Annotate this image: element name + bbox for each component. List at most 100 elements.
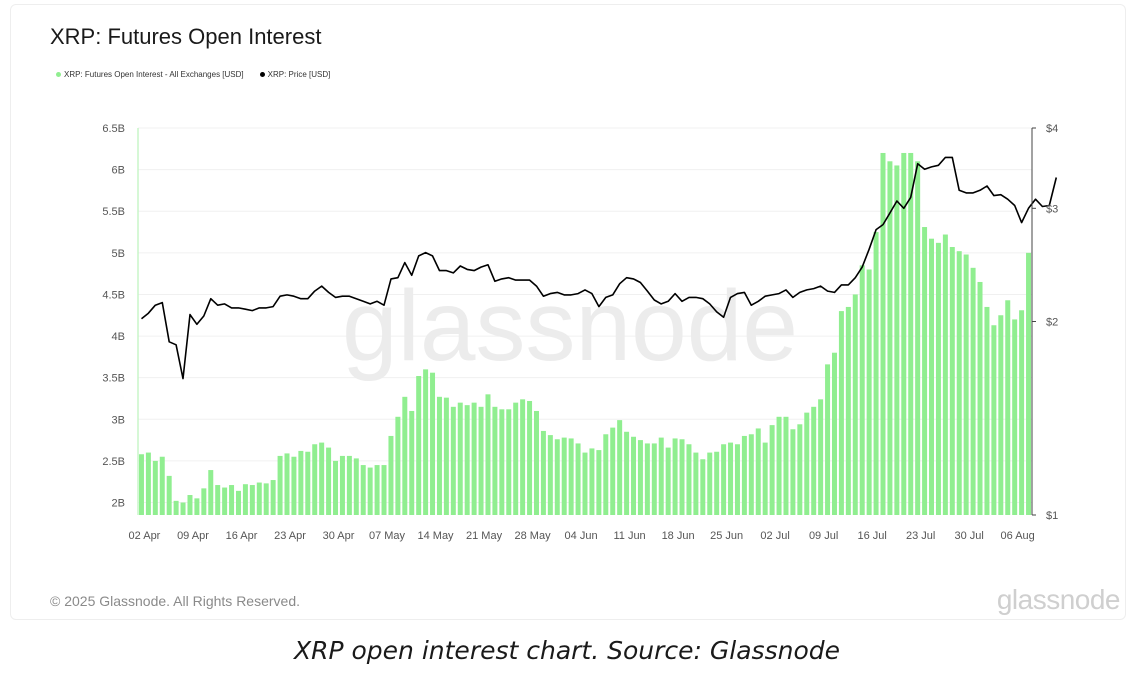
oi-bar bbox=[866, 269, 872, 515]
oi-bar bbox=[568, 438, 574, 515]
x-tick-label: 11 Jun bbox=[613, 530, 645, 542]
oi-bar bbox=[942, 234, 948, 515]
oi-bar bbox=[984, 306, 990, 515]
oi-bar bbox=[229, 485, 235, 515]
oi-bar bbox=[970, 267, 976, 515]
oi-bar bbox=[721, 444, 727, 515]
x-tick-label: 06 Aug bbox=[1001, 530, 1035, 542]
y-tick-label: 6.5B bbox=[102, 123, 125, 135]
oi-bar bbox=[145, 452, 151, 515]
y-tick-label: 2B bbox=[112, 498, 125, 510]
oi-bar bbox=[409, 410, 415, 515]
oi-bar bbox=[235, 490, 241, 515]
oi-bar bbox=[540, 430, 546, 515]
oi-bar bbox=[1019, 310, 1025, 515]
oi-bar bbox=[249, 485, 255, 515]
oi-bar bbox=[887, 161, 893, 515]
oi-bar bbox=[901, 152, 907, 515]
oi-bar bbox=[423, 369, 429, 515]
oi-bar bbox=[665, 447, 671, 515]
oi-bar bbox=[478, 406, 484, 515]
legend-item-price[interactable]: XRP: Price [USD] bbox=[259, 70, 330, 79]
oi-bar bbox=[762, 442, 768, 515]
x-tick-label: 04 Jun bbox=[565, 530, 598, 542]
oi-bar bbox=[312, 444, 318, 515]
oi-bar bbox=[1012, 319, 1018, 515]
oi-bar bbox=[811, 406, 817, 515]
oi-bar bbox=[596, 450, 602, 515]
oi-bar bbox=[873, 232, 879, 515]
oi-bar bbox=[506, 409, 512, 515]
oi-bar bbox=[714, 451, 720, 515]
oi-bar bbox=[838, 311, 844, 515]
x-tick-label: 14 May bbox=[417, 530, 454, 542]
y-tick-label: 6B bbox=[112, 165, 125, 177]
oi-bar bbox=[859, 265, 865, 515]
oi-bar bbox=[201, 488, 207, 515]
oi-bar bbox=[326, 447, 332, 515]
oi-bar bbox=[450, 406, 456, 515]
oi-bar bbox=[319, 442, 325, 515]
oi-bar bbox=[360, 465, 366, 515]
axes bbox=[137, 127, 1036, 516]
oi-bar bbox=[520, 399, 526, 515]
oi-bar bbox=[561, 437, 567, 515]
oi-bar bbox=[263, 483, 269, 515]
x-tick-label: 28 May bbox=[515, 530, 552, 542]
x-tick-label: 07 May bbox=[369, 530, 406, 542]
oi-bar bbox=[180, 502, 186, 515]
oi-bar bbox=[693, 452, 699, 515]
legend-item-open-interest[interactable]: XRP: Futures Open Interest - All Exchang… bbox=[56, 70, 244, 79]
oi-bar bbox=[305, 451, 311, 515]
oi-bar bbox=[194, 498, 200, 515]
x-tick-label: 02 Jul bbox=[760, 530, 789, 542]
y2-tick-label: $2 bbox=[1046, 317, 1058, 329]
oi-bar bbox=[686, 444, 692, 515]
oi-bar bbox=[416, 376, 422, 515]
oi-bar bbox=[492, 406, 498, 515]
copyright-text: © 2025 Glassnode. All Rights Reserved. bbox=[50, 593, 301, 609]
oi-bar bbox=[381, 465, 387, 515]
oi-bar bbox=[152, 460, 158, 515]
oi-bar bbox=[852, 294, 858, 515]
oi-bar bbox=[457, 402, 463, 515]
x-tick-label: 25 Jun bbox=[710, 530, 743, 542]
oi-bar bbox=[298, 450, 304, 515]
oi-bar bbox=[589, 448, 595, 515]
price-series-line bbox=[141, 156, 1058, 380]
x-tick-label: 16 Apr bbox=[226, 530, 258, 542]
oi-bar bbox=[208, 470, 214, 515]
oi-bar bbox=[748, 434, 754, 515]
oi-bar bbox=[610, 427, 616, 515]
oi-bar bbox=[644, 443, 650, 515]
oi-bar bbox=[908, 152, 914, 515]
oi-bar bbox=[734, 444, 740, 515]
chart-plot: glassnode 2B 2.5B 3B 3.5B 4B 4.5B 5B 5.5B 6B 6.5B… bbox=[102, 123, 1058, 542]
oi-bar bbox=[367, 467, 373, 515]
oi-bar bbox=[631, 436, 637, 515]
oi-bar bbox=[547, 435, 553, 515]
oi-bar bbox=[880, 152, 886, 515]
oi-bar bbox=[395, 416, 401, 515]
oi-bar bbox=[582, 452, 588, 515]
oi-bar bbox=[949, 247, 955, 515]
y-tick-label: 3.5B bbox=[102, 373, 125, 385]
oi-bar bbox=[776, 416, 782, 515]
oi-bar bbox=[831, 352, 837, 515]
oi-bar bbox=[617, 420, 623, 515]
oi-bar bbox=[430, 372, 436, 515]
oi-bar bbox=[333, 460, 339, 515]
oi-bar bbox=[277, 455, 283, 515]
y2-tick-label: $3 bbox=[1046, 203, 1058, 215]
oi-bar bbox=[679, 439, 685, 515]
oi-bar bbox=[922, 227, 928, 516]
oi-bar bbox=[173, 500, 179, 515]
glassnode-logo: glassnode bbox=[996, 584, 1121, 615]
x-tick-label: 09 Jul bbox=[809, 530, 838, 542]
oi-bar bbox=[291, 456, 297, 515]
oi-bar bbox=[963, 254, 969, 515]
oi-bar bbox=[741, 435, 747, 515]
oi-bar bbox=[707, 452, 713, 515]
oi-bar bbox=[339, 455, 345, 515]
oi-bar bbox=[464, 405, 470, 515]
